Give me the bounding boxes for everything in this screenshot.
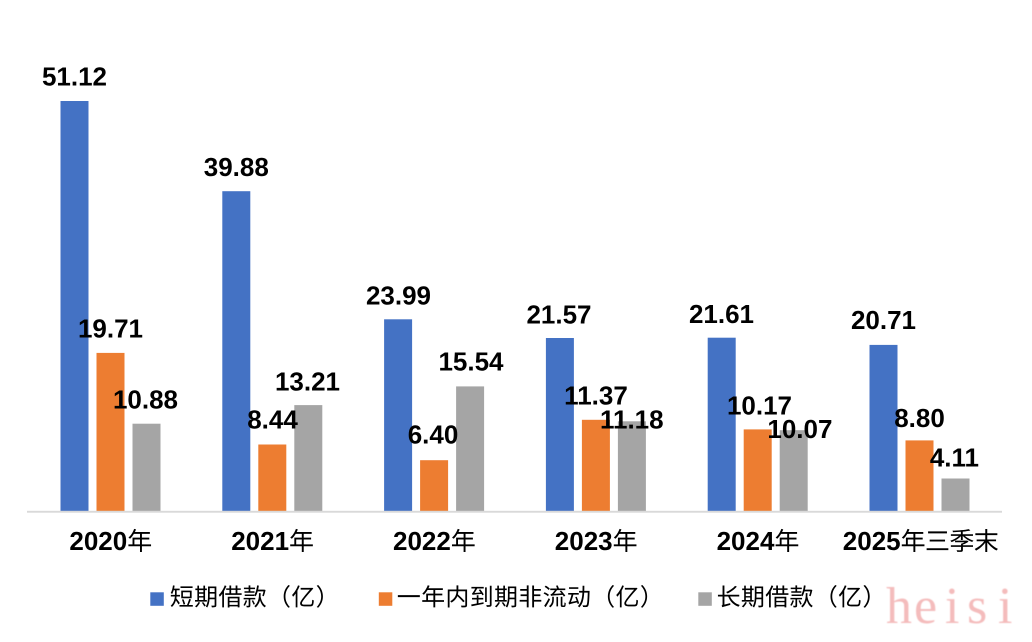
svg-text:39.88: 39.88 — [204, 152, 269, 182]
svg-text:51.12: 51.12 — [42, 61, 107, 91]
svg-text:2022: 2022 — [393, 526, 451, 556]
svg-text:21.57: 21.57 — [526, 299, 591, 329]
svg-text:2023: 2023 — [555, 526, 613, 556]
svg-text:15.54: 15.54 — [438, 346, 504, 376]
svg-text:20.71: 20.71 — [851, 305, 916, 335]
svg-text:6.40: 6.40 — [408, 419, 459, 449]
svg-text:10.17: 10.17 — [727, 390, 792, 420]
svg-text:4.11: 4.11 — [930, 442, 979, 472]
svg-text:10.88: 10.88 — [113, 384, 178, 414]
svg-text:19.71: 19.71 — [78, 313, 143, 343]
svg-text:11.18: 11.18 — [600, 405, 664, 435]
svg-text:23.99: 23.99 — [366, 280, 431, 310]
svg-text:10.07: 10.07 — [767, 414, 832, 444]
svg-text:8.80: 8.80 — [894, 403, 945, 433]
svg-text:2020: 2020 — [69, 526, 127, 556]
svg-text:8.44: 8.44 — [247, 405, 298, 435]
svg-text:2024: 2024 — [717, 526, 775, 556]
svg-text:2025: 2025 — [843, 526, 901, 556]
svg-text:2021: 2021 — [231, 526, 289, 556]
svg-text:11.37: 11.37 — [564, 380, 628, 410]
svg-text:21.61: 21.61 — [689, 299, 754, 329]
svg-text:13.21: 13.21 — [275, 367, 340, 397]
